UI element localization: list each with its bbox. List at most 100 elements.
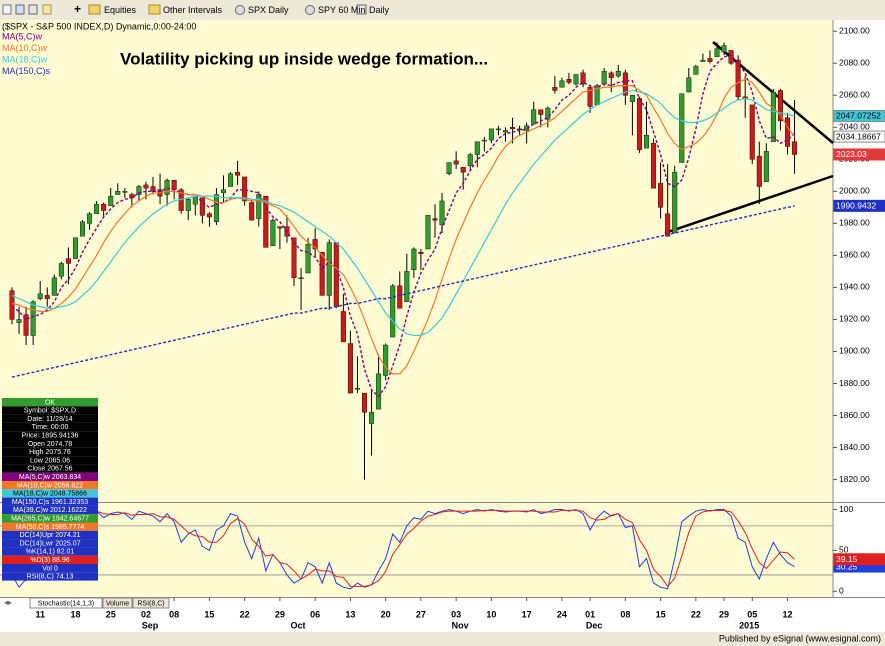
info-row-bg (2, 539, 98, 548)
candle-body (503, 130, 509, 133)
x-tick-label: 11 (35, 609, 45, 619)
last-value-label-bg (833, 109, 885, 122)
candle-body (700, 59, 706, 62)
x-tick-label: 03 (451, 609, 461, 619)
info-row: High 2075.76 (29, 449, 71, 456)
last-value-label: 30.25 (836, 561, 858, 571)
y-tick-label: 2040.00 (839, 122, 870, 132)
y-tick-label: 1940.00 (839, 282, 870, 292)
icon (305, 5, 315, 15)
info-row-bg (2, 547, 98, 556)
candle-body (559, 80, 565, 88)
tab[interactable] (29, 597, 103, 609)
info-row: MA(5,C)w 2063.834 (19, 474, 81, 481)
info-row: %K(14,1) 82.01 (26, 549, 75, 556)
last-value-label: 2047.07252 (836, 111, 881, 121)
y-tick-label: 1840.00 (839, 442, 870, 452)
toolbar-item[interactable]: SPY 60 Min (318, 5, 365, 15)
candle-body (460, 167, 466, 173)
candle-body (580, 72, 586, 85)
y-tick-label: 2000.00 (839, 186, 870, 196)
y-tick-label: 2060.00 (839, 90, 870, 100)
candle-body (615, 71, 621, 77)
candle-body (763, 151, 769, 182)
tab[interactable] (132, 597, 170, 609)
y-tick-label: 50 (839, 545, 849, 555)
candle-body (58, 263, 64, 277)
candle-body (270, 219, 276, 246)
x-tick-label: 15 (656, 609, 666, 619)
info-row-bg (2, 572, 98, 581)
last-value-label-bg (833, 148, 885, 161)
icon (15, 4, 25, 15)
candle-body (30, 301, 36, 336)
info-row-bg (2, 447, 98, 457)
candle-body (453, 160, 459, 165)
folder-icon (88, 4, 101, 15)
candle-body (347, 343, 353, 394)
candle-body (432, 218, 438, 221)
tab-label[interactable]: Volume (106, 600, 129, 607)
info-row: MA(265,C)w 1942.64677 (11, 515, 89, 522)
x-month-label: Sep (142, 620, 159, 630)
candle-body (122, 191, 128, 193)
icon: + (74, 2, 81, 16)
candle-body (531, 109, 537, 125)
candle-body (397, 285, 403, 309)
info-row-bg (2, 505, 98, 515)
candle-body (108, 195, 114, 206)
tab-label[interactable]: Stochastic(14,1,3) (38, 600, 94, 607)
candle-body (23, 314, 29, 336)
candle-body (665, 213, 671, 237)
info-row-bg (2, 406, 98, 415)
x-month-label: Oct (290, 620, 305, 630)
candle-body (545, 107, 551, 120)
tab-label[interactable]: RSI(8,C) (137, 600, 164, 607)
candle-body (101, 203, 107, 211)
info-row: DC(14)Lwr 2025.07 (19, 540, 80, 547)
x-month-label: Dec (586, 620, 603, 630)
candle-body (538, 109, 544, 115)
tab[interactable] (102, 597, 133, 609)
y-tick-label: 1980.00 (839, 218, 870, 228)
candle-body (749, 104, 755, 160)
toolbar-item[interactable]: Daily (369, 5, 390, 15)
legend-entry: MA(18,C)w (2, 54, 48, 64)
x-tick-label: 20 (381, 609, 391, 619)
x-tick-label: 02 (141, 609, 151, 619)
y-tick-label: 1820.00 (839, 474, 870, 484)
toolbar-item[interactable]: SPX Daily (248, 5, 289, 15)
info-row: MA(50,C)s 1985.7774 (16, 524, 85, 531)
legend-entry: MA(5,C)w (2, 31, 42, 41)
chart-layer: Equities Other Intervals SPX Daily SPY 60 M… (0, 5, 885, 643)
candle-body (185, 199, 191, 211)
toolbar-item[interactable]: Other Intervals (163, 5, 223, 15)
x-tick-label: 06 (310, 609, 320, 619)
candle-body (376, 373, 382, 410)
candle-body (418, 251, 424, 254)
info-row: MA(150,C)s 1961.32353 (12, 499, 88, 506)
toolbar-item[interactable]: Equities (104, 5, 137, 15)
footer: Published by eSignal (www.esignal.com) (719, 633, 881, 643)
x-tick-label: 27 (416, 609, 426, 619)
candle-body (439, 200, 445, 226)
icon (2, 4, 12, 15)
candle-body (277, 226, 283, 229)
candle-body (770, 91, 776, 142)
candle-body (679, 93, 685, 163)
info-row-bg (2, 414, 98, 423)
info-row-bg (2, 464, 98, 473)
y-tick-label: 1860.00 (839, 410, 870, 420)
candle-body (517, 128, 523, 131)
info-row-bg (2, 555, 98, 564)
x-tick-label: 17 (522, 609, 532, 619)
candle-body (87, 213, 93, 224)
x-month-label: Nov (452, 620, 469, 630)
info-row-bg (2, 456, 98, 465)
y-tick-label: 2080.00 (839, 57, 870, 67)
candle-body (488, 128, 494, 141)
candle-body (72, 237, 78, 259)
info-row: Symbol: $SPX,D (24, 408, 76, 415)
candle-body (390, 285, 396, 338)
candle-body (235, 171, 241, 176)
